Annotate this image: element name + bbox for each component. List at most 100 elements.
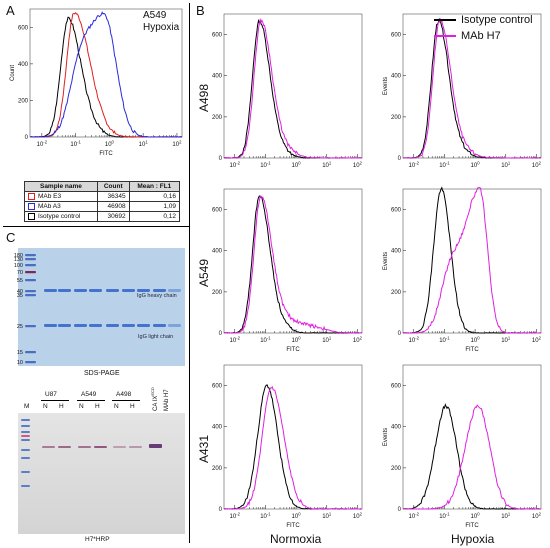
- ladder-band: [21, 457, 30, 459]
- table-row: Isotype control 30692 0,12: [24, 211, 181, 222]
- tick-base: 10: [139, 142, 146, 148]
- vertical-divider: [189, 3, 190, 543]
- x-axis-label: FITC: [99, 151, 113, 157]
- light-chain-band: [89, 324, 102, 327]
- ladder-band: [25, 254, 36, 257]
- heavy-chain-band: [58, 289, 71, 292]
- x-axis-label: FITC: [465, 347, 479, 353]
- tick-exponent: 1: [329, 512, 332, 517]
- ladder-band: [25, 271, 36, 274]
- tick-exponent: 2: [539, 161, 542, 166]
- sds-bands: [44, 289, 181, 327]
- y-tick-label: 600: [212, 33, 223, 39]
- y-tick-label: 600: [391, 33, 402, 39]
- gel-background: [18, 248, 185, 366]
- tick-exponent: 2: [360, 336, 363, 341]
- row-name: MAb A3: [38, 203, 61, 210]
- panel-a-letter: A: [6, 3, 15, 18]
- ca9-text: CA IX: [153, 395, 159, 411]
- x-tick-label: 10-1: [439, 336, 450, 344]
- mw-marker-label: 10: [16, 359, 23, 366]
- y-axis-label: Events: [383, 77, 389, 95]
- x-tick-label: 102: [353, 161, 363, 169]
- tick-exponent: 2: [539, 336, 542, 341]
- tick-exponent: 0: [112, 140, 115, 145]
- row-label-a498: A498: [197, 83, 211, 112]
- panel-b-legend: Isotype control MAb H7: [434, 12, 533, 44]
- row-mean: 0,12: [128, 211, 181, 222]
- heavy-chain-band: [168, 289, 181, 292]
- y-tick-label: 200: [212, 115, 223, 121]
- plot-frame: [223, 364, 363, 510]
- x-tick-label: 101: [501, 512, 511, 520]
- tick-exponent: 1: [329, 161, 332, 166]
- tick-base: 10: [353, 338, 360, 344]
- ladder-band: [25, 290, 36, 293]
- x-tick-label: 10-2: [409, 512, 420, 520]
- x-tick-label: 101: [322, 512, 332, 520]
- sds-page-gel: IgG heavy chain IgG light chain: [18, 248, 185, 366]
- tick-base: 10: [353, 163, 360, 169]
- x-tick-label: 10-1: [439, 161, 450, 169]
- histogram-line: [223, 386, 363, 510]
- wb-bands: [42, 444, 162, 448]
- tick-exponent: 2: [539, 512, 542, 517]
- y-tick-label: 600: [18, 25, 29, 31]
- horizontal-divider: [3, 226, 189, 227]
- y-tick-label: 0: [25, 135, 29, 141]
- y-tick-label: 600: [212, 384, 223, 390]
- y-tick-label: 600: [212, 208, 223, 214]
- tick-exponent: -1: [446, 512, 450, 517]
- tick-exponent: -2: [415, 161, 419, 166]
- mw-marker-label: 100: [13, 262, 23, 269]
- wb-lane-n: N: [114, 403, 119, 410]
- tick-base: 10: [439, 514, 446, 520]
- y-tick-label: 0: [398, 156, 402, 162]
- tick-exponent: -1: [77, 140, 81, 145]
- histogram-line: [223, 384, 362, 510]
- tick-exponent: -2: [236, 336, 240, 341]
- wb-lane-n: N: [79, 403, 84, 410]
- panel-b-letter: B: [196, 3, 205, 18]
- ca9-band: [149, 444, 162, 448]
- tick-exponent: -1: [446, 161, 450, 166]
- tick-base: 10: [70, 142, 77, 148]
- tick-base: 10: [292, 163, 299, 169]
- light-chain-band: [44, 324, 57, 327]
- ladder-band: [21, 431, 30, 433]
- row-name: Isotype control: [38, 213, 81, 220]
- tick-base: 10: [501, 338, 508, 344]
- x-tick-label: 10-2: [230, 161, 241, 169]
- x-tick-label: 10-1: [260, 336, 271, 344]
- wb-lane-h: H: [130, 403, 135, 410]
- y-tick-label: 200: [212, 290, 223, 296]
- tick-exponent: -2: [43, 140, 47, 145]
- wb-group-u87: U87: [45, 391, 57, 398]
- x-tick-label: 101: [501, 161, 511, 169]
- sds-gel-svg: IgG heavy chain IgG light chain: [18, 248, 185, 366]
- tick-exponent: 1: [508, 336, 511, 341]
- panel-a-cell-line: A549: [143, 10, 167, 21]
- wb-band: [42, 446, 55, 448]
- light-chain-band: [137, 324, 150, 327]
- tick-base: 10: [260, 338, 267, 344]
- ladder-band: [25, 264, 36, 267]
- plot-frame: [402, 364, 542, 510]
- tick-base: 10: [353, 514, 360, 520]
- x-tick-label: 10-2: [230, 336, 241, 344]
- wb-band: [94, 446, 107, 448]
- x-tick-label: 10-2: [409, 336, 420, 344]
- y-tick-label: 0: [219, 331, 223, 337]
- tick-base: 10: [230, 338, 237, 344]
- tick-exponent: 1: [508, 161, 511, 166]
- y-tick-label: 0: [219, 507, 223, 513]
- red-square-icon: [28, 192, 35, 200]
- wb-band: [129, 446, 142, 448]
- wb-lane-h: H: [59, 403, 64, 410]
- wb-group-a498: A498: [116, 391, 132, 398]
- x-tick-label: 102: [532, 336, 542, 344]
- wb-band: [113, 446, 126, 448]
- y-tick-label: 0: [398, 331, 402, 337]
- tick-exponent: 0: [298, 336, 301, 341]
- tick-base: 10: [471, 163, 478, 169]
